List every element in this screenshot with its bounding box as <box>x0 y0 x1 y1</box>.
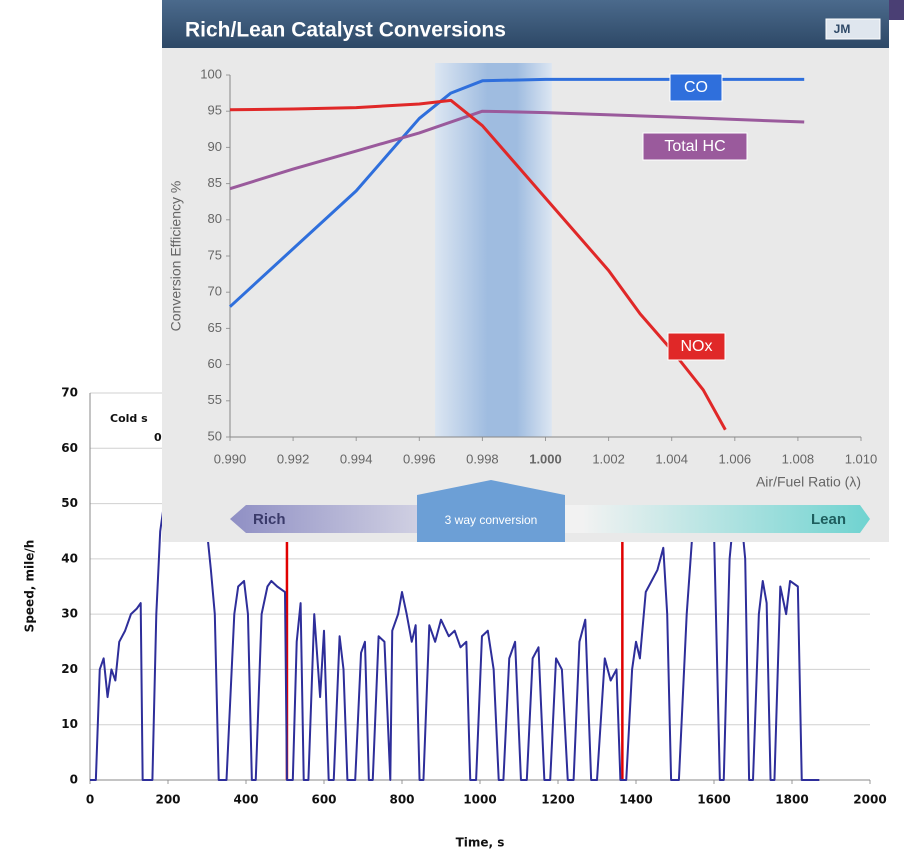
y-tick-label: 100 <box>200 66 222 81</box>
y-tick-label: 0 <box>70 773 78 787</box>
x-tick-label: 1.002 <box>592 451 625 466</box>
x-tick-label: 0.994 <box>340 451 373 466</box>
strip-label: 3 way conversion <box>445 513 538 527</box>
strip-label: Lean <box>811 511 846 528</box>
x-tick-label: 0.996 <box>403 451 436 466</box>
x-tick-label: 1600 <box>697 793 730 807</box>
y-tick-label: 20 <box>61 662 78 676</box>
highlight-band <box>435 63 552 437</box>
logo: JM <box>834 22 851 36</box>
chart-title: Rich/Lean Catalyst Conversions <box>185 19 506 42</box>
y-tick-label: 30 <box>61 607 78 621</box>
x-tick-label: 0 <box>86 793 94 807</box>
x-tick-label: 1.006 <box>719 451 752 466</box>
y-tick-label: 90 <box>208 139 222 154</box>
y-tick-label: 70 <box>208 284 222 299</box>
x-tick-label: 0.990 <box>214 451 247 466</box>
y-tick-label: 80 <box>208 211 222 226</box>
x-tick-label: 1.000 <box>529 451 562 466</box>
legend-label: NOx <box>681 338 713 355</box>
x-tick-label: 1.004 <box>655 451 688 466</box>
y-tick-label: 55 <box>208 392 222 407</box>
y-tick-label: 40 <box>61 551 78 565</box>
x-tick-label: 800 <box>389 793 414 807</box>
annotation: 0 <box>154 431 162 444</box>
y-tick-label: 95 <box>208 103 222 118</box>
x-tick-label: 1400 <box>619 793 652 807</box>
y-axis-label: Speed, mile/h <box>23 540 37 633</box>
annotation: Cold s <box>110 412 148 425</box>
catalyst-chart: Rich/Lean Catalyst Conversions JM Conver… <box>162 0 904 542</box>
y-tick-label: 65 <box>208 320 222 335</box>
legend-label: CO <box>684 79 708 96</box>
page: Speed, mile/h Time, s 0 10 20 30 40 50 60 70 0 20… <box>0 0 904 857</box>
x-tick-label: 1000 <box>463 793 496 807</box>
x-axis-label: Time, s <box>456 836 505 850</box>
x-tick-label: 1.010 <box>845 451 878 466</box>
x-tick-label: 200 <box>155 793 180 807</box>
x-tick-label: 2000 <box>853 793 886 807</box>
y-tick-label: 70 <box>61 386 78 400</box>
y-tick-label: 85 <box>208 175 222 190</box>
x-axis-label: Air/Fuel Ratio (λ) <box>756 474 861 490</box>
x-tick-label: 400 <box>233 793 258 807</box>
legend-label: Total HC <box>664 138 725 155</box>
x-tick-label: 0.998 <box>466 451 499 466</box>
y-tick-label: 75 <box>208 247 222 262</box>
y-axis-label: Conversion Efficiency % <box>168 181 184 332</box>
y-tick-label: 60 <box>208 356 222 371</box>
y-tick-label: 60 <box>61 441 78 455</box>
y-tick-label: 10 <box>61 717 78 731</box>
x-tick-label: 1200 <box>541 793 574 807</box>
strip-label: Rich <box>253 511 286 528</box>
x-tick-label: 0.992 <box>277 451 310 466</box>
y-tick-label: 50 <box>61 496 78 510</box>
x-tick-label: 1.008 <box>782 451 815 466</box>
x-tick-label: 1800 <box>775 793 808 807</box>
y-tick-label: 50 <box>208 428 222 443</box>
x-tick-label: 600 <box>311 793 336 807</box>
